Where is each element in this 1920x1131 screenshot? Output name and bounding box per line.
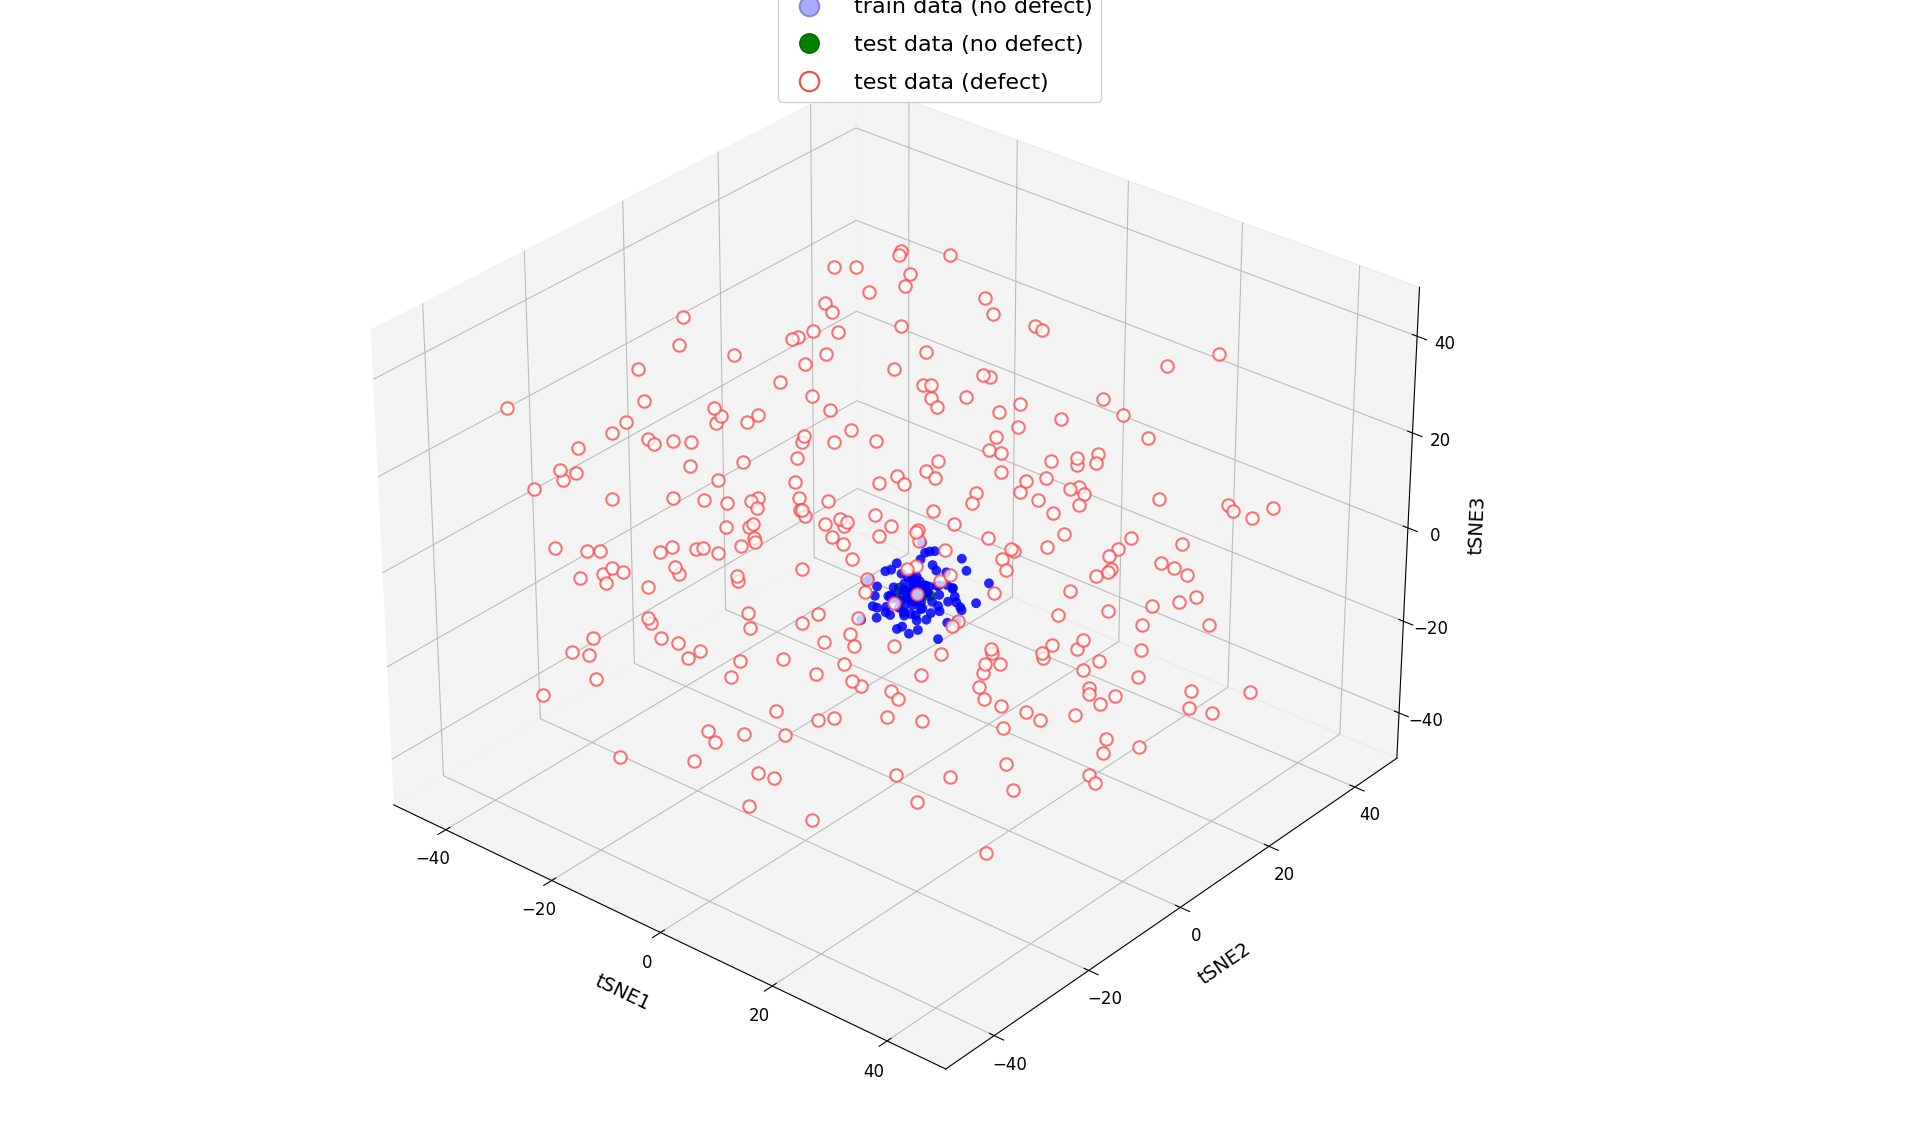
X-axis label: tSNE1: tSNE1 [591, 972, 653, 1015]
Y-axis label: tSNE2: tSNE2 [1194, 939, 1254, 988]
Legend: train data (no defect), test data (no defect), test data (defect): train data (no defect), test data (no de… [778, 0, 1102, 102]
